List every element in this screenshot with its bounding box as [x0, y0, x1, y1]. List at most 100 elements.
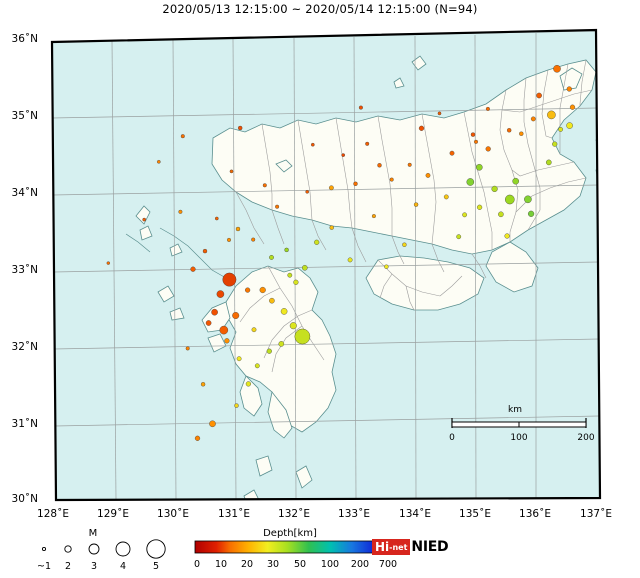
epicenter-marker [293, 279, 299, 285]
lon-tick-136: 136˚E [519, 508, 551, 520]
epicenter-marker [180, 134, 185, 139]
epicenter-marker [232, 312, 240, 320]
epicenter-marker [566, 86, 572, 92]
epicenter-marker [466, 178, 475, 186]
epicenter-marker [498, 211, 504, 218]
depth-label-0: 0 [194, 559, 200, 570]
epicenter-marker [566, 122, 573, 129]
epicenter-marker [504, 194, 515, 205]
epicenter-marker [530, 116, 536, 122]
epicenter-marker [229, 169, 234, 174]
hinet-hi: Hi [375, 540, 390, 554]
epicenter-marker [504, 233, 510, 239]
lon-tick-131: 131˚E [218, 508, 250, 520]
epicenter-marker [341, 153, 346, 157]
epicenter-marker [202, 248, 208, 254]
lat-tick-33: 33˚N [11, 264, 38, 276]
epicenter-marker [269, 297, 275, 304]
scale-tick-100: 100 [510, 433, 527, 443]
epicenter-marker [205, 320, 212, 326]
epicenter-marker [449, 150, 455, 156]
lat-tick-31: 31˚N [11, 418, 38, 430]
epicenter-marker [106, 261, 111, 265]
epicenter-marker [178, 209, 183, 214]
magnitude-label-4: 4 [120, 561, 126, 572]
epicenter-marker [407, 162, 412, 167]
epicenter-marker [558, 127, 563, 132]
lon-tick-133: 133˚E [338, 508, 370, 520]
lat-tick-36: 36˚N [11, 33, 38, 45]
epicenter-marker [314, 239, 320, 245]
magnitude-label-1: ~1 [37, 561, 51, 572]
epicenter-marker [237, 125, 243, 131]
hinet-net: -net [389, 543, 408, 552]
hinet-badge: Hi-net [372, 539, 411, 555]
epicenter-marker [443, 194, 449, 200]
magnitude-label-5: 5 [153, 561, 159, 572]
epicenter-marker [389, 177, 394, 182]
epicenter-marker [329, 225, 334, 230]
epicenter-marker [456, 234, 462, 240]
epicenter-marker [190, 266, 196, 272]
map-container[interactable]: km 0 100 200 36˚N 35˚N 34˚N 33˚N 32˚N 31… [12, 20, 612, 520]
epicenter-marker [553, 65, 561, 73]
epicenter-marker [254, 363, 260, 369]
lon-tick-137: 137˚E [580, 508, 612, 520]
map-background [52, 30, 600, 500]
epicenter-marker [384, 264, 389, 269]
epicenter-marker [301, 264, 308, 271]
magnitude-legend: M ~1 2 3 4 5 [28, 528, 178, 574]
epicenter-marker [536, 92, 542, 99]
depth-label-100: 100 [321, 559, 339, 570]
scale-tick-0: 0 [449, 433, 455, 443]
magnitude-label-2: 2 [65, 561, 71, 572]
epicenter-marker [528, 210, 535, 217]
epicenter-layer [106, 65, 576, 441]
lat-tick-30: 30˚N [11, 493, 38, 505]
epicenter-marker [234, 403, 239, 408]
depth-label-30: 30 [267, 559, 279, 570]
depth-legend-colorbar: 0 10 20 30 50 100 200 700 [194, 540, 397, 570]
epicenter-marker [512, 177, 520, 185]
depth-label-700: 700 [379, 559, 397, 570]
prefecture-border-layer [235, 59, 593, 373]
depth-legend: Depth[km] 0 10 20 30 50 100 200 700 [190, 528, 400, 574]
epicenter-marker [219, 325, 229, 335]
epicenter-marker [157, 159, 161, 164]
epicenter-marker [269, 254, 274, 260]
epicenter-marker [475, 163, 483, 171]
epicenter-marker [402, 242, 407, 247]
epicenter-marker [280, 308, 288, 315]
magnitude-label-3: 3 [91, 561, 97, 572]
lon-tick-132: 132˚E [278, 508, 310, 520]
epicenter-marker [194, 435, 201, 441]
graticule [52, 30, 600, 500]
epicenter-marker [552, 141, 558, 147]
epicenter-marker [519, 131, 524, 136]
epicenter-marker [507, 128, 512, 133]
epicenter-marker [259, 286, 266, 294]
lat-tick-32: 32˚N [11, 341, 38, 353]
scale-bar: km 0 100 200 [449, 405, 595, 443]
epicenter-marker [547, 110, 556, 120]
epicenter-marker [418, 125, 425, 131]
brand-logo: Hi-net NIED [372, 536, 449, 555]
map-canvas[interactable]: km 0 100 200 [40, 20, 610, 510]
epicenter-marker [216, 290, 225, 298]
epicenter-marker [491, 185, 498, 193]
page-title: 2020/05/13 12:15:00 ~ 2020/05/14 12:15:0… [162, 2, 478, 16]
epicenter-marker [251, 327, 257, 333]
epicenter-marker [358, 105, 363, 110]
epicenter-marker [209, 420, 216, 428]
epicenter-marker [437, 111, 442, 116]
epicenter-marker [477, 204, 483, 210]
scale-bar-unit: km [508, 405, 522, 415]
epicenter-marker [462, 212, 467, 218]
epicenter-marker [347, 257, 353, 263]
epicenter-marker [222, 272, 237, 287]
epicenter-marker [245, 287, 251, 293]
epicenter-marker [485, 146, 491, 152]
lat-tick-35: 35˚N [11, 110, 38, 122]
lon-tick-128: 128˚E [37, 508, 69, 520]
epicenter-marker [235, 226, 241, 232]
